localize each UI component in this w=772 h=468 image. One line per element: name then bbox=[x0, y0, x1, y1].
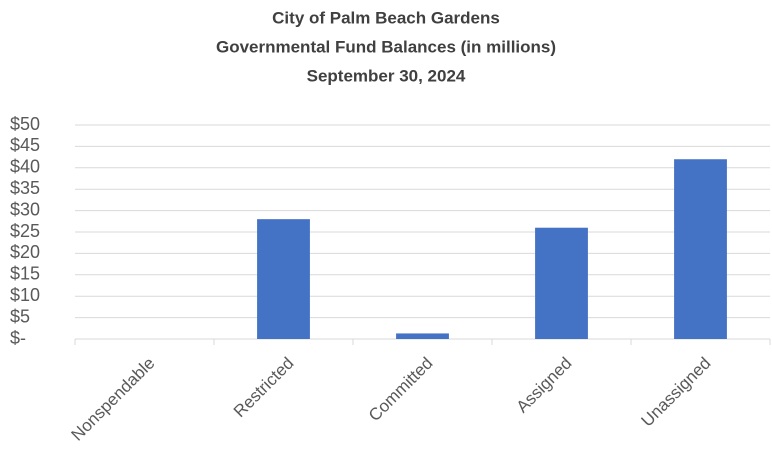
x-tick-label: Assigned bbox=[513, 354, 576, 417]
x-tick-label: Unassigned bbox=[638, 354, 715, 431]
chart-title: September 30, 2024 bbox=[307, 66, 466, 85]
bar bbox=[535, 227, 588, 339]
y-tick-label: $5 bbox=[10, 306, 30, 326]
y-tick-label: $20 bbox=[10, 242, 40, 262]
y-tick-label: $- bbox=[10, 328, 26, 348]
x-tick-label: Nonspendable bbox=[68, 354, 159, 445]
bar bbox=[257, 219, 310, 339]
y-tick-label: $35 bbox=[10, 178, 40, 198]
x-tick-label: Committed bbox=[365, 354, 437, 426]
y-tick-label: $45 bbox=[10, 135, 40, 155]
bar bbox=[396, 333, 449, 339]
bar bbox=[674, 159, 727, 339]
y-tick-label: $50 bbox=[10, 114, 40, 134]
y-tick-label: $25 bbox=[10, 221, 40, 241]
chart-title: City of Palm Beach Gardens bbox=[272, 8, 500, 27]
y-tick-label: $10 bbox=[10, 285, 40, 305]
chart-title: Governmental Fund Balances (in millions) bbox=[216, 37, 556, 56]
x-tick-label: Restricted bbox=[230, 354, 298, 422]
y-tick-label: $15 bbox=[10, 264, 40, 284]
y-tick-label: $40 bbox=[10, 157, 40, 177]
y-tick-label: $30 bbox=[10, 199, 40, 219]
